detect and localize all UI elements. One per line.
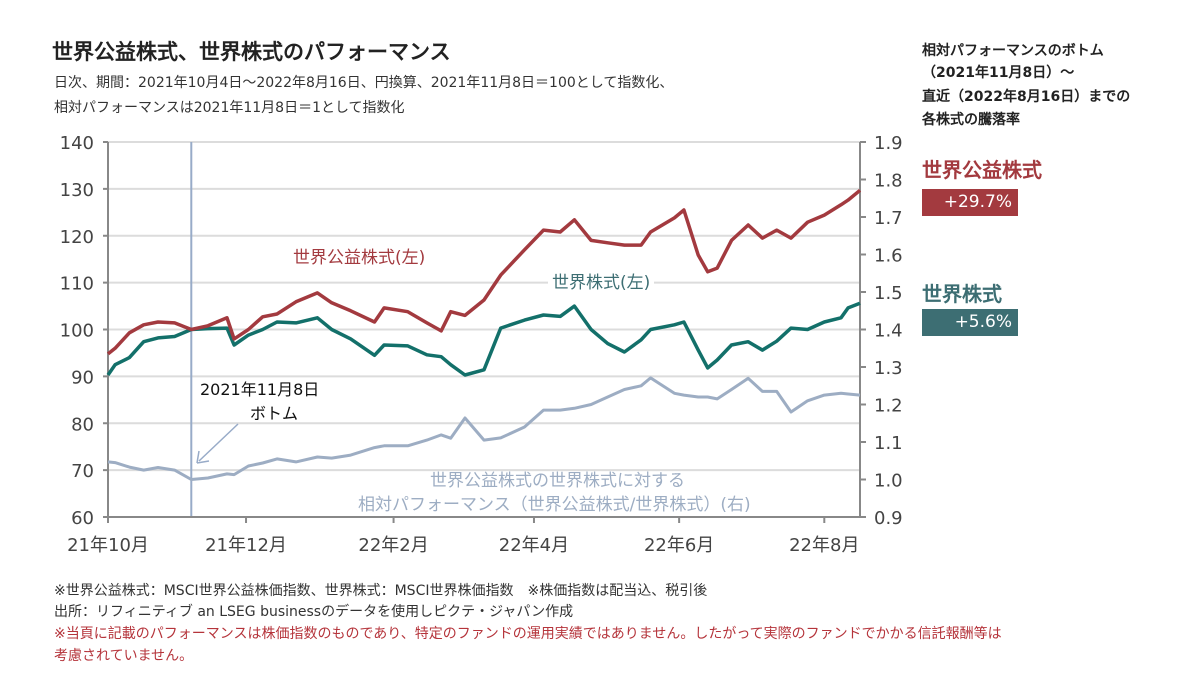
x-tick-label: 22年4月	[499, 535, 569, 556]
right-tick-label: 1.3	[874, 358, 903, 379]
right-panel-heading-4: 各株式の騰落率	[922, 112, 1020, 128]
left-tick-label: 120	[60, 227, 94, 248]
x-tick-label: 21年12月	[205, 535, 287, 556]
right-tick-label: 1.0	[874, 471, 903, 492]
utility-equity-line	[106, 188, 862, 356]
series-label-relative-1: 世界公益株式の世界株式に対する	[430, 471, 685, 491]
left-tick-label: 70	[71, 461, 94, 482]
series-label-utility: 世界公益株式(左)	[293, 248, 426, 268]
annotation-arrow	[198, 423, 239, 462]
x-tick-label: 22年2月	[358, 535, 428, 556]
left-tick-label: 60	[71, 508, 94, 529]
left-tick-label: 140	[60, 133, 94, 154]
world-equity-name: 世界株式	[922, 282, 1002, 306]
right-tick-label: 1.2	[874, 396, 903, 417]
right-tick-label: 1.8	[874, 171, 903, 192]
right-tick-label: 1.1	[874, 433, 903, 454]
left-tick-label: 110	[60, 274, 94, 295]
utility-equity-return-badge: +29.7%	[922, 189, 1018, 216]
footnote-4: 考慮されていません。	[54, 648, 194, 664]
series-label-world: 世界株式(左)	[548, 268, 655, 293]
bottom-annotation-label: ボトム	[250, 404, 299, 423]
world-equity-line	[106, 301, 861, 377]
world-equity-return-badge: +5.6%	[922, 309, 1018, 336]
footnote-3: ※当頁に記載のパフォーマンスは株価指数のものであり、特定のファンドの運用実績では…	[54, 626, 1002, 642]
right-tick-label: 1.6	[874, 246, 903, 267]
x-tick-label: 21年10月	[67, 535, 149, 556]
right-tick-label: 1.5	[874, 283, 903, 304]
subtitle-line-2: 相対パフォーマンスは2021年11月8日＝1として指数化	[54, 100, 405, 116]
footnote-1: ※世界公益株式：MSCI世界公益株価指数、世界株式：MSCI世界株価指数 ※株価…	[54, 583, 708, 599]
x-tick-label: 22年8月	[789, 535, 859, 556]
left-tick-label: 130	[60, 180, 94, 201]
utility-equity-name: 世界公益株式	[922, 158, 1042, 182]
right-tick-label: 1.4	[874, 321, 903, 342]
annotation-arrowhead-icon	[196, 450, 210, 464]
left-tick-label: 100	[60, 321, 94, 342]
relative-performance-line	[107, 376, 861, 481]
left-tick-label: 80	[71, 414, 94, 435]
right-tick-label: 1.7	[874, 208, 903, 229]
subtitle-line-1: 日次、期間：2021年10月4日～2022年8月16日、円換算、2021年11月…	[54, 75, 674, 91]
x-tick-label: 22年6月	[644, 535, 714, 556]
chart-title: 世界公益株式、世界株式のパフォーマンス	[52, 40, 451, 64]
right-tick-label: 0.9	[874, 508, 903, 529]
right-tick-label: 1.9	[874, 133, 903, 154]
left-tick-label: 90	[71, 367, 94, 388]
series-label-relative-2: 相対パフォーマンス（世界公益株式/世界株式）(右)	[358, 495, 751, 515]
bottom-annotation-date: 2021年11月8日	[200, 380, 320, 399]
right-panel-heading-1: 相対パフォーマンスのボトム	[922, 43, 1104, 59]
footnote-2: 出所：リフィニティブ an LSEG businessのデータを使用しピクテ・ジ…	[54, 604, 574, 620]
right-panel-heading-2: （2021年11月8日）～	[922, 65, 1075, 81]
right-panel-heading-3: 直近（2022年8月16日）までの	[922, 89, 1131, 105]
